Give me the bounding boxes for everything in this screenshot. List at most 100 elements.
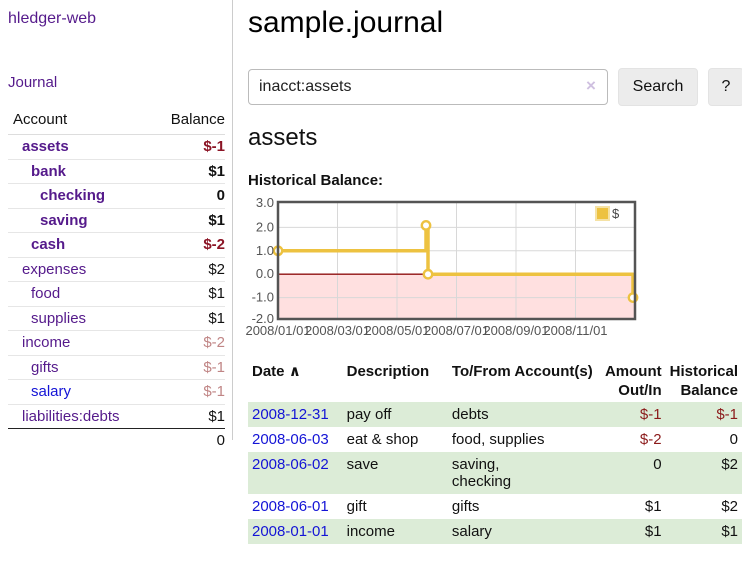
account-link-cash[interactable]: cash (31, 236, 66, 253)
account-row-cash: cash $-2 (8, 233, 225, 258)
transaction-date-link[interactable]: 2008-06-02 (252, 456, 329, 473)
chart-caption: Historical Balance: (248, 172, 384, 189)
svg-text:2008/11/01: 2008/11/01 (543, 323, 607, 338)
sidebar: hledger-web Journal Account Balance asse… (0, 0, 233, 449)
account-row-income: income $-2 (8, 331, 225, 356)
register-row: 2008-12-31 pay off debts $-1 $-1 (248, 402, 742, 427)
transaction-accounts: gifts (451, 498, 480, 515)
accounts-table-header: Account Balance (8, 109, 225, 135)
transaction-amount: $-2 (639, 431, 662, 448)
historical-balance-chart: $ 3.0 2.0 1.0 0.0 -1.0 -2.0 2008/01/01 2… (245, 195, 646, 348)
svg-text:0.0: 0.0 (256, 266, 274, 281)
account-link-salary[interactable]: salary (31, 383, 72, 400)
account-row-gifts: gifts $-1 (8, 356, 225, 380)
transaction-description: gift (346, 498, 367, 515)
account-row-food: food $1 (8, 282, 225, 307)
account-balance: $1 (208, 407, 225, 425)
account-row-liabilities-debts: liabilities:debts $1 (8, 405, 225, 429)
plot-border (276, 200, 637, 321)
search-input[interactable] (248, 69, 608, 105)
data-point-markers (272, 220, 639, 304)
account-link-checking[interactable]: checking (40, 187, 106, 204)
transaction-balance: 0 (729, 431, 738, 448)
account-link-saving[interactable]: saving (40, 211, 88, 229)
accounts-col-account: Account (13, 111, 68, 128)
account-balance: $1 (208, 211, 225, 229)
account-link-bank[interactable]: bank (31, 162, 67, 180)
column-header-balance: Historical Balance (669, 363, 738, 399)
transaction-description: pay off (346, 406, 392, 423)
register-row: 2008-06-03 eat & shop food, supplies $-2… (248, 427, 742, 452)
svg-text:2008/07/01: 2008/07/01 (424, 323, 489, 338)
transaction-accounts: debts (451, 406, 489, 423)
column-header-date[interactable]: Date ∧ (252, 363, 301, 380)
accounts-table: Account Balance assets $-1 bank $1 check… (8, 109, 225, 453)
account-balance: $1 (208, 309, 225, 327)
account-balance: $-1 (203, 358, 225, 376)
svg-text:-1.0: -1.0 (252, 290, 274, 305)
register-table: Date ∧ Description To/From Account(s) Am… (248, 360, 742, 544)
svg-text:2.0: 2.0 (256, 219, 274, 234)
column-header-amount: Amount Out/In (604, 363, 662, 399)
transaction-description: eat & shop (346, 431, 419, 448)
account-link-gifts[interactable]: gifts (31, 358, 59, 376)
account-row-bank: bank $1 (8, 160, 225, 184)
account-link-expenses[interactable]: expenses (22, 260, 87, 278)
svg-text:1.0: 1.0 (256, 243, 274, 258)
x-axis-ticks: 2008/01/01 2008/03/01 2008/05/01 2008/07… (245, 323, 607, 338)
search-bar: × Search ? (248, 68, 742, 106)
account-link-liabilities-debts[interactable]: liabilities:debts (22, 407, 120, 425)
account-link-assets[interactable]: assets (22, 138, 69, 155)
transaction-date-link[interactable]: 2008-06-03 (252, 431, 329, 448)
account-link-food[interactable]: food (31, 285, 61, 302)
chart-legend: $ (595, 206, 620, 221)
page-title: sample.journal (248, 6, 444, 39)
app-title-link[interactable]: hledger-web (8, 10, 97, 27)
column-header-description: Description (346, 363, 430, 380)
transaction-date-link[interactable]: 2008-12-31 (252, 406, 329, 423)
transaction-accounts: saving, checking (451, 456, 512, 490)
svg-text:-2.0: -2.0 (252, 311, 274, 326)
sidebar-item-journal[interactable]: Journal (8, 74, 58, 91)
svg-text:2008/01/01: 2008/01/01 (246, 323, 311, 338)
transaction-date-link[interactable]: 2008-06-01 (252, 498, 329, 515)
account-balance: $-1 (203, 383, 225, 400)
account-balance: $1 (208, 285, 225, 302)
column-header-accounts: To/From Account(s) (451, 363, 593, 380)
transaction-description: income (346, 523, 395, 540)
transaction-amount: 0 (653, 456, 662, 473)
svg-text:2008/09/01: 2008/09/01 (483, 323, 548, 338)
account-row-supplies: supplies $1 (8, 307, 225, 331)
transaction-date-link[interactable]: 2008-01-01 (252, 523, 329, 540)
main-panel: sample.journal × Search ? assets Histori… (245, 0, 742, 582)
account-link-income[interactable]: income (22, 334, 71, 351)
gridlines (279, 203, 634, 319)
account-row-saving: saving $1 (8, 209, 225, 233)
account-heading: assets (248, 124, 318, 151)
account-row-checking: checking 0 (8, 184, 225, 209)
help-button[interactable]: ? (708, 68, 742, 106)
search-button[interactable]: Search (618, 68, 698, 106)
transaction-amount: $1 (644, 498, 662, 515)
register-header-row: Date ∧ Description To/From Account(s) Am… (248, 360, 742, 402)
clear-search-icon[interactable]: × (586, 76, 596, 95)
account-row-expenses: expenses $2 (8, 258, 225, 282)
register-row: 2008-01-01 income salary $1 $1 (248, 519, 742, 544)
account-balance: 0 (216, 187, 225, 204)
register-row: 2008-06-02 save saving, checking 0 $2 (248, 452, 742, 494)
transaction-description: save (346, 456, 379, 473)
legend-label: $ (612, 206, 620, 221)
account-link-supplies[interactable]: supplies (31, 309, 87, 327)
register-row: 2008-06-01 gift gifts $1 $2 (248, 494, 742, 519)
chart-svg: $ 3.0 2.0 1.0 0.0 -1.0 -2.0 2008/01/01 2… (245, 195, 639, 338)
transaction-accounts: food, supplies (451, 431, 545, 448)
transaction-amount: $-1 (639, 406, 662, 423)
transaction-amount: $1 (644, 523, 662, 540)
svg-text:2008/05/01: 2008/05/01 (364, 323, 429, 338)
transaction-balance: $-1 (716, 406, 738, 423)
account-balance: $1 (208, 162, 225, 180)
account-balance: $-2 (203, 334, 225, 351)
transaction-balance: $2 (721, 456, 738, 473)
y-axis-ticks: 3.0 2.0 1.0 0.0 -1.0 -2.0 (252, 195, 274, 326)
account-balance: $2 (208, 260, 225, 278)
